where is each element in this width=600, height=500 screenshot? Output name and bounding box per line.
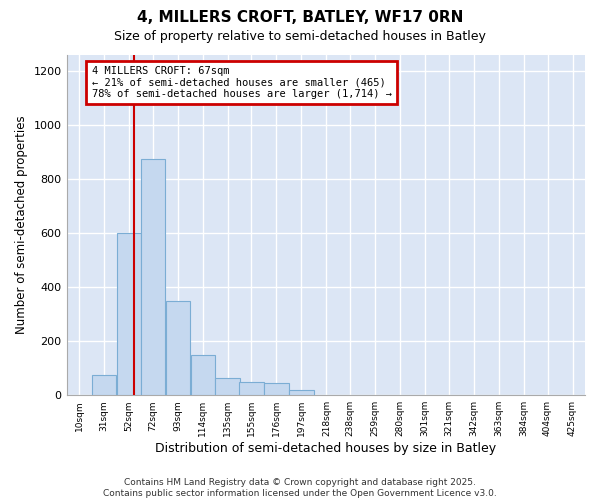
Bar: [140, 159, 165, 395]
Bar: [239, 382, 263, 395]
Bar: [117, 233, 141, 395]
Text: 4, MILLERS CROFT, BATLEY, WF17 0RN: 4, MILLERS CROFT, BATLEY, WF17 0RN: [137, 10, 463, 25]
Text: Contains HM Land Registry data © Crown copyright and database right 2025.
Contai: Contains HM Land Registry data © Crown c…: [103, 478, 497, 498]
Bar: [289, 390, 314, 395]
Text: Size of property relative to semi-detached houses in Batley: Size of property relative to semi-detach…: [114, 30, 486, 43]
Text: 4 MILLERS CROFT: 67sqm
← 21% of semi-detached houses are smaller (465)
78% of se: 4 MILLERS CROFT: 67sqm ← 21% of semi-det…: [92, 66, 392, 99]
Bar: [166, 300, 190, 395]
Bar: [264, 383, 289, 395]
X-axis label: Distribution of semi-detached houses by size in Batley: Distribution of semi-detached houses by …: [155, 442, 496, 455]
Bar: [191, 354, 215, 395]
Bar: [92, 375, 116, 395]
Bar: [215, 378, 240, 395]
Y-axis label: Number of semi-detached properties: Number of semi-detached properties: [15, 116, 28, 334]
